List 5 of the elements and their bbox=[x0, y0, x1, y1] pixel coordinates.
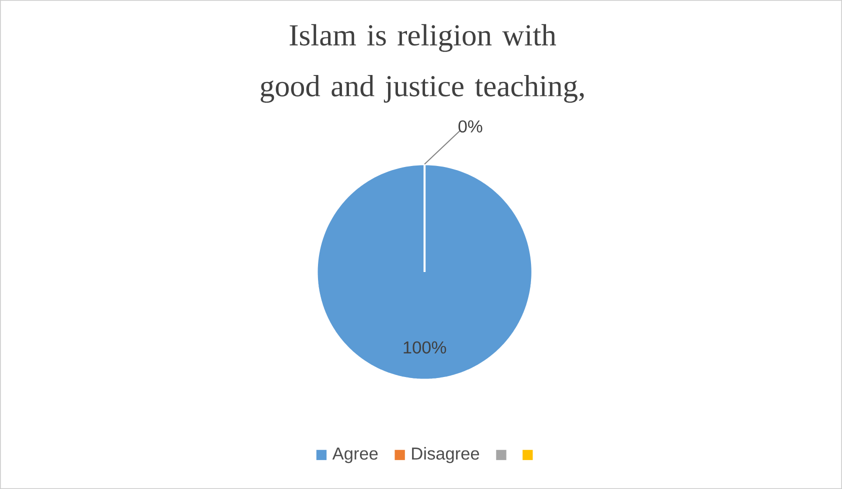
legend-label: Disagree bbox=[412, 446, 480, 464]
data-label: 100% bbox=[404, 341, 446, 354]
text: 0% bbox=[458, 120, 482, 133]
chart-title: Islam is religion with good and justice teaching, bbox=[260, 24, 584, 103]
legend-label: Agree bbox=[332, 448, 378, 464]
